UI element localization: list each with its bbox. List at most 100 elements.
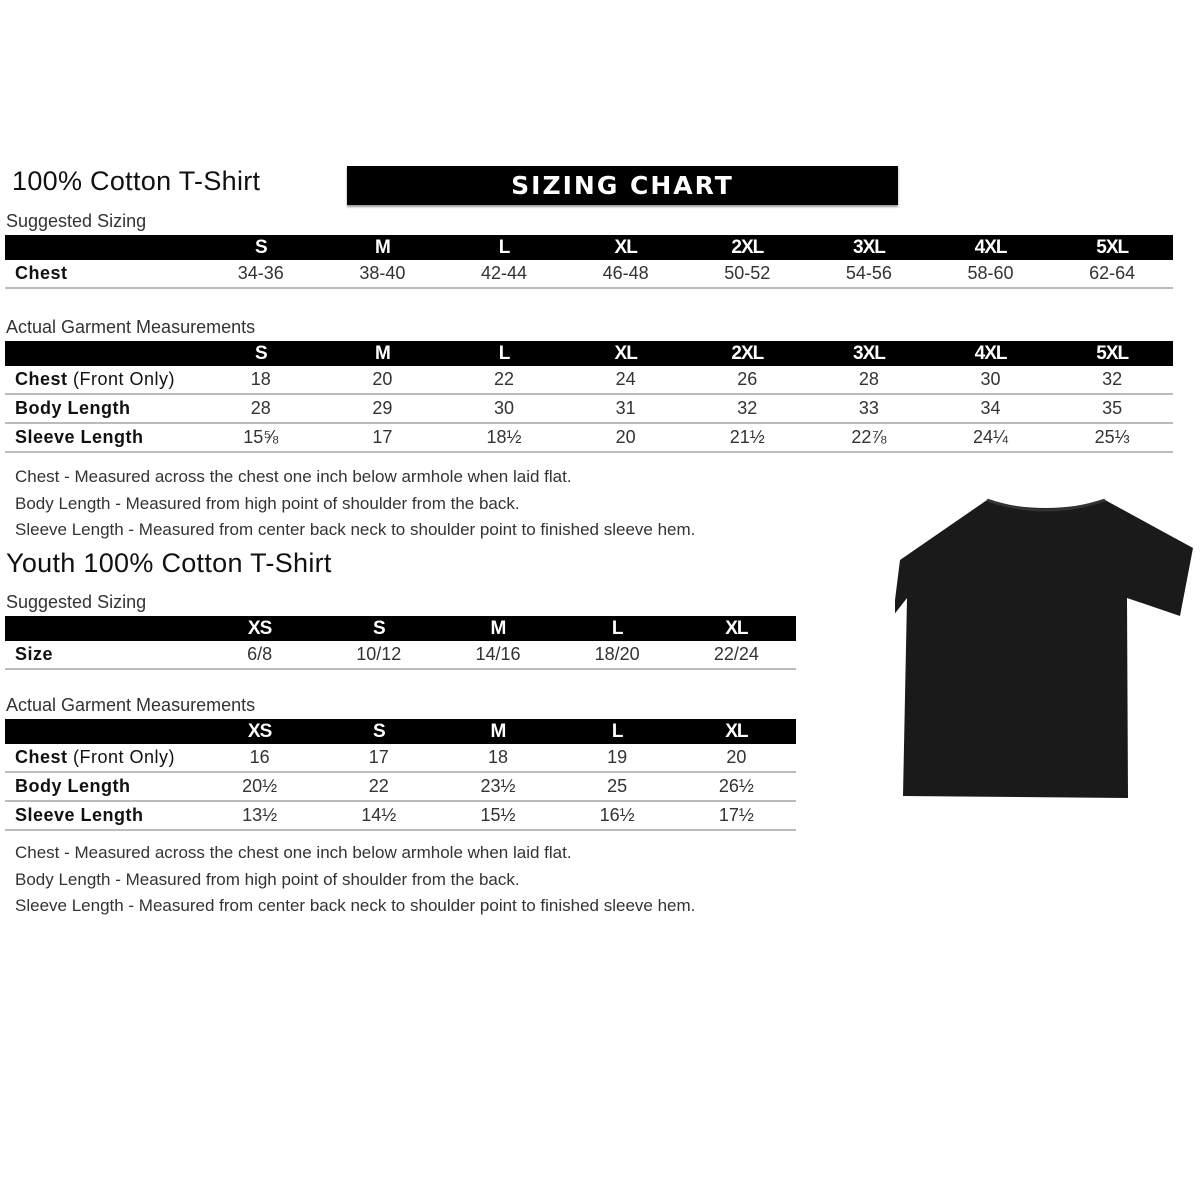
adult-title: 100% Cotton T-Shirt <box>12 166 261 196</box>
row-label: Chest <box>5 260 200 289</box>
table-row: Chest 34-36 38-40 42-44 46-48 50-52 54-56 58-60… <box>5 260 1173 289</box>
measurement-cell: 19 <box>557 744 677 773</box>
measurement-cell: 46-48 <box>564 260 687 289</box>
youth-suggested-table: XS S M L XL Size 6/8 10/12 14/16 18/20 22/24 <box>5 616 796 670</box>
measurement-cell: 22 <box>319 772 439 802</box>
adult-suggested-label: Suggested Sizing <box>6 211 147 231</box>
size-header: XL <box>676 616 796 641</box>
youth-title: Youth 100% Cotton T-Shirt <box>6 548 332 578</box>
measurement-cell: 42-44 <box>443 260 565 289</box>
note-line: Sleeve Length - Measured from center bac… <box>15 520 696 539</box>
measurement-cell: 32 <box>1051 366 1173 395</box>
size-header: S <box>200 341 322 366</box>
measurement-cell: 62-64 <box>1051 260 1173 289</box>
measurement-cell: 17 <box>321 423 444 453</box>
size-header: XS <box>200 616 320 641</box>
measurement-cell: 18½ <box>443 423 565 453</box>
size-header: 4XL <box>929 235 1052 260</box>
measurement-cell: 17½ <box>676 801 796 831</box>
measurement-cell: 15⅝ <box>200 423 322 453</box>
measurement-cell: 32 <box>686 394 809 424</box>
measurement-cell: 30 <box>929 366 1052 395</box>
youth-actual-label: Actual Garment Measurements <box>6 695 256 715</box>
measurement-cell: 20 <box>676 744 796 773</box>
table-row: Sleeve Length 15⅝ 17 18½ 20 21½ 22⅞ 24¼ 25⅓ <box>5 423 1173 453</box>
measurement-cell: 18 <box>200 366 322 395</box>
measurement-cell: 26 <box>686 366 809 395</box>
size-header: 4XL <box>929 341 1052 366</box>
measurement-cell: 22⅞ <box>808 423 930 453</box>
note-line: Chest - Measured across the chest one in… <box>15 843 572 862</box>
measurement-cell: 16½ <box>557 801 677 831</box>
youth-notes: Chest - Measured across the chest one in… <box>15 840 695 920</box>
size-header: 5XL <box>1051 235 1173 260</box>
table-row: Body Length 28 29 30 31 32 33 34 35 <box>5 394 1173 424</box>
size-header: 5XL <box>1051 341 1173 366</box>
size-header: M <box>321 341 444 366</box>
measurement-cell: 29 <box>321 394 444 424</box>
measurement-cell: 22/24 <box>676 641 796 670</box>
row-label: Sleeve Length <box>5 423 200 453</box>
row-label-note: (Front Only) <box>73 747 176 767</box>
size-header: M <box>438 719 558 744</box>
measurement-cell: 34-36 <box>200 260 322 289</box>
measurement-cell: 18 <box>438 744 558 773</box>
measurement-cell: 6/8 <box>200 641 320 670</box>
sizing-chart-banner: SIZING CHART <box>347 166 898 205</box>
size-header: L <box>443 341 565 366</box>
note-line: Sleeve Length - Measured from center bac… <box>15 896 696 915</box>
size-header-row: S M L XL 2XL 3XL 4XL 5XL <box>5 341 1173 366</box>
size-header: L <box>557 719 677 744</box>
row-label: Chest (Front Only) <box>5 744 200 773</box>
measurement-cell: 38-40 <box>321 260 444 289</box>
size-header: L <box>557 616 677 641</box>
measurement-cell: 20½ <box>200 772 320 802</box>
size-header: M <box>438 616 558 641</box>
table-row: Chest (Front Only) 18 20 22 24 26 28 30 32 <box>5 366 1173 395</box>
size-header: 2XL <box>686 235 809 260</box>
row-label: Chest (Front Only) <box>5 366 200 395</box>
measurement-cell: 21½ <box>686 423 809 453</box>
size-header-row: S M L XL 2XL 3XL 4XL 5XL <box>5 235 1173 260</box>
measurement-cell: 25 <box>557 772 677 802</box>
measurement-cell: 58-60 <box>929 260 1052 289</box>
youth-actual-table: XS S M L XL Chest (Front Only) 16 17 18 19 20 Body … <box>5 719 796 831</box>
measurement-cell: 20 <box>564 423 687 453</box>
tshirt-image <box>895 498 1193 798</box>
measurement-cell: 17 <box>319 744 439 773</box>
measurement-cell: 33 <box>808 394 930 424</box>
measurement-cell: 14½ <box>319 801 439 831</box>
size-header: XL <box>676 719 796 744</box>
tshirt-shape <box>895 500 1193 798</box>
size-header: XL <box>564 341 687 366</box>
adult-notes: Chest - Measured across the chest one in… <box>15 464 695 544</box>
size-header: 3XL <box>808 341 930 366</box>
measurement-cell: 18/20 <box>557 641 677 670</box>
measurement-cell: 20 <box>321 366 444 395</box>
measurement-cell: 30 <box>443 394 565 424</box>
measurement-cell: 35 <box>1051 394 1173 424</box>
note-line: Body Length - Measured from high point o… <box>15 493 520 513</box>
measurement-cell: 31 <box>564 394 687 424</box>
size-header: XS <box>200 719 320 744</box>
size-header: XL <box>564 235 687 260</box>
measurement-cell: 15½ <box>438 801 558 831</box>
header-blank <box>5 235 200 260</box>
measurement-cell: 34 <box>929 394 1052 424</box>
note-line: Chest - Measured across the chest one in… <box>15 467 572 486</box>
adult-actual-label: Actual Garment Measurements <box>6 317 256 337</box>
row-label: Size <box>5 641 200 670</box>
size-header-row: XS S M L XL <box>5 719 796 744</box>
adult-suggested-table: S M L XL 2XL 3XL 4XL 5XL Chest 34-36 38-40 42-44 46-… <box>5 235 1173 289</box>
measurement-cell: 10/12 <box>319 641 439 670</box>
adult-actual-table: S M L XL 2XL 3XL 4XL 5XL Chest (Front Only) 18 20 2… <box>5 341 1173 453</box>
size-header: M <box>321 235 444 260</box>
measurement-cell: 28 <box>200 394 322 424</box>
size-header: S <box>200 235 322 260</box>
row-label: Body Length <box>5 772 200 802</box>
size-header: S <box>319 719 439 744</box>
measurement-cell: 23½ <box>438 772 558 802</box>
note-line: Body Length - Measured from high point o… <box>15 869 520 889</box>
size-header-row: XS S M L XL <box>5 616 796 641</box>
header-blank <box>5 341 200 366</box>
